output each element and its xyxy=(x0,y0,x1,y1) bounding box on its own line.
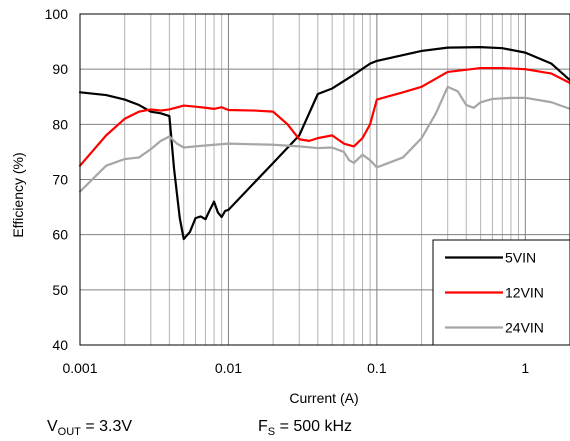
fs-condition: FS = 500 kHz xyxy=(258,418,352,438)
series-line-12vin xyxy=(78,66,570,167)
y-tick-label: 40 xyxy=(52,337,68,353)
fs-value: = 500 kHz xyxy=(275,418,352,435)
y-tick-label: 50 xyxy=(52,282,68,298)
plot-frame xyxy=(79,13,570,346)
x-tick-label: 0.001 xyxy=(62,360,97,376)
y-tick-label: 60 xyxy=(52,227,68,243)
x-axis-label: Current (A) xyxy=(289,390,358,406)
legend: 5VIN 12VIN 24VIN xyxy=(432,239,570,346)
series-line-5vin xyxy=(78,46,570,241)
vout-subscript: OUT xyxy=(58,426,82,438)
fs-subscript: S xyxy=(268,426,275,438)
vout-condition: VOUT = 3.3V xyxy=(47,418,132,438)
y-tick-label: 80 xyxy=(52,116,68,132)
y-tick-label: 100 xyxy=(45,6,69,22)
legend-label: 12VIN xyxy=(505,285,544,301)
x-tick-label: 0.01 xyxy=(215,360,242,376)
series-layer xyxy=(78,46,570,241)
vout-value: = 3.3V xyxy=(81,418,132,435)
vout-symbol: V xyxy=(47,418,58,435)
y-tick-label: 70 xyxy=(52,172,68,188)
legend-label: 5VIN xyxy=(505,250,536,266)
y-axis-label: Efficiency (%) xyxy=(10,152,26,237)
legend-label: 24VIN xyxy=(505,320,544,336)
y-tick-label: 90 xyxy=(52,61,68,77)
x-tick-label: 1 xyxy=(521,360,529,376)
x-tick-label: 0.1 xyxy=(367,360,387,376)
tick-labels: 0.001 0.01 0.1 1 40 50 60 70 80 90 100 xyxy=(45,6,530,376)
series-line-24vin xyxy=(78,85,570,193)
fs-symbol: F xyxy=(258,418,268,435)
